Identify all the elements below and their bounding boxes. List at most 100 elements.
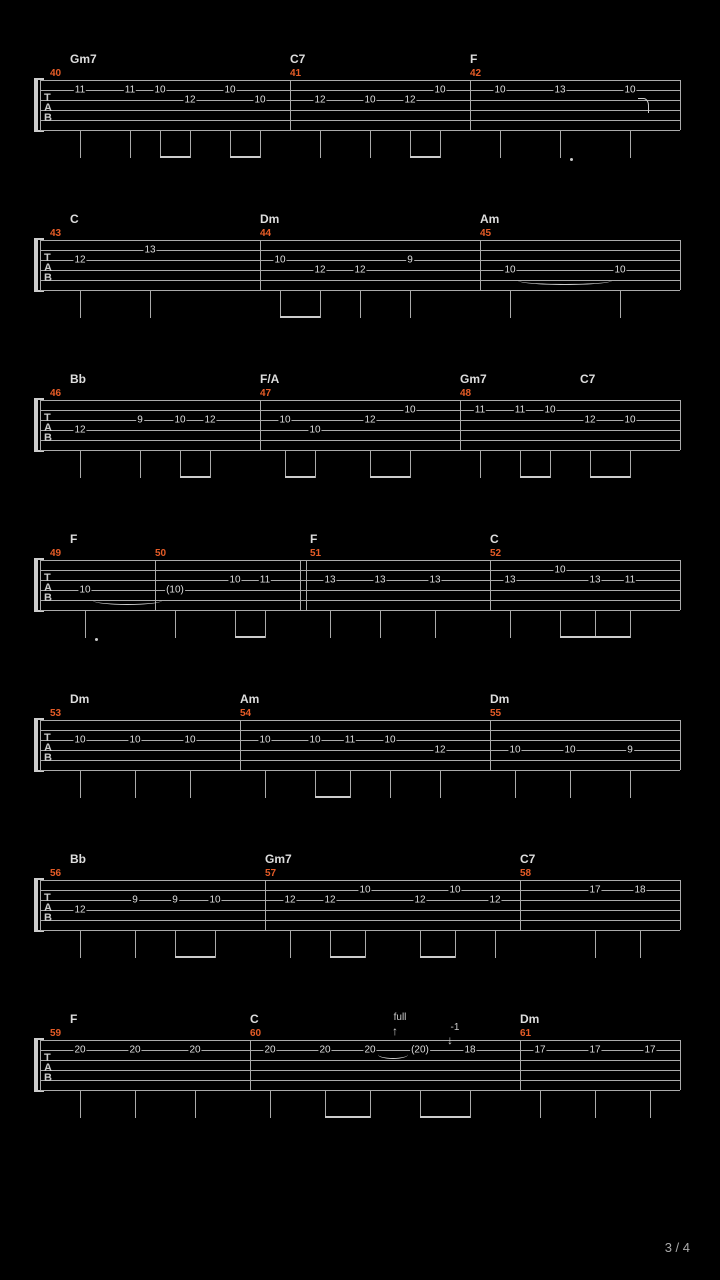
bar-number: 56 (50, 868, 61, 879)
tab-clef-letter: B (44, 432, 52, 444)
fret-number: 12 (363, 415, 376, 426)
fret-number: 17 (588, 1045, 601, 1056)
bar-number: 40 (50, 68, 61, 79)
fret-number: 10 (508, 745, 521, 756)
fret-number: 10 (273, 255, 286, 266)
fret-number: 9 (406, 255, 414, 266)
fret-number: 18 (463, 1045, 476, 1056)
fret-number: 11 (624, 575, 636, 586)
bar-number: 55 (490, 708, 501, 719)
fret-number: 11 (514, 405, 526, 416)
chord-label: Dm (70, 692, 89, 706)
bar-number: 51 (310, 548, 321, 559)
fret-number: 18 (633, 885, 646, 896)
fret-number: 10 (553, 565, 566, 576)
chord-label: C7 (290, 52, 305, 66)
tab-system: TABCDmAm434445121310121291010 (40, 240, 680, 300)
fret-number: 12 (203, 415, 216, 426)
fret-number: 10 (623, 415, 636, 426)
tab-clef-letter: B (44, 752, 52, 764)
fret-number: 10 (73, 735, 86, 746)
tab-system: TABFCDm596061full-1↑↓202020202020(20)181… (40, 1040, 680, 1100)
chord-label: Dm (260, 212, 279, 226)
fret-number: 11 (74, 85, 86, 96)
fret-number: 10 (563, 745, 576, 756)
chord-label: F (70, 1012, 77, 1026)
fret-number: 10 (223, 85, 236, 96)
tab-system: TABDmAmDm535455101010101011101210109 (40, 720, 680, 780)
fret-number: 10 (308, 425, 321, 436)
fret-number: (10) (165, 585, 185, 596)
fret-number: 12 (283, 895, 296, 906)
bar-number: 57 (265, 868, 276, 879)
chord-label: C7 (520, 852, 535, 866)
fret-number: 11 (124, 85, 136, 96)
tab-clef-letter: B (44, 1072, 52, 1084)
bar-number: 58 (520, 868, 531, 879)
fret-number: 10 (258, 735, 271, 746)
fret-number: 9 (171, 895, 179, 906)
fret-number: 10 (613, 265, 626, 276)
chord-label: Dm (490, 692, 509, 706)
tab-clef-letter: B (44, 592, 52, 604)
tab-clef-letter: B (44, 912, 52, 924)
chord-label: Bb (70, 852, 86, 866)
fret-number: 12 (313, 95, 326, 106)
chord-label: Dm (520, 1012, 539, 1026)
fret-number: 20 (263, 1045, 276, 1056)
chord-label: Am (240, 692, 259, 706)
fret-number: 12 (353, 265, 366, 276)
fret-number: 12 (413, 895, 426, 906)
fret-number: (20) (410, 1045, 430, 1056)
fret-number: 12 (583, 415, 596, 426)
fret-number: 10 (358, 885, 371, 896)
fret-number: 12 (73, 425, 86, 436)
bar-number: 50 (155, 548, 166, 559)
fret-number: 13 (323, 575, 336, 586)
bar-number: 49 (50, 548, 61, 559)
bar-number: 47 (260, 388, 271, 399)
fret-number: 20 (73, 1045, 86, 1056)
fret-number: 20 (188, 1045, 201, 1056)
fret-number: 12 (323, 895, 336, 906)
bar-number: 60 (250, 1028, 261, 1039)
bar-number: 48 (460, 388, 471, 399)
fret-number: 10 (208, 895, 221, 906)
chord-label: C (490, 532, 499, 546)
bar-number: 53 (50, 708, 61, 719)
bar-number: 52 (490, 548, 501, 559)
fret-number: 10 (183, 735, 196, 746)
fret-number: 12 (313, 265, 326, 276)
chord-label: F (70, 532, 77, 546)
fret-number: 9 (136, 415, 144, 426)
bar-number: 61 (520, 1028, 531, 1039)
bar-number: 54 (240, 708, 251, 719)
fret-number: 9 (131, 895, 139, 906)
fret-number: 12 (488, 895, 501, 906)
fret-number: 12 (433, 745, 446, 756)
bar-number: 41 (290, 68, 301, 79)
fret-number: 10 (493, 85, 506, 96)
chord-label: F/A (260, 372, 279, 386)
fret-number: 10 (228, 575, 241, 586)
fret-number: 11 (474, 405, 486, 416)
chord-label: C7 (580, 372, 595, 386)
fret-number: 20 (363, 1045, 376, 1056)
fret-number: 10 (253, 95, 266, 106)
bar-number: 45 (480, 228, 491, 239)
fret-number: 13 (428, 575, 441, 586)
page-number: 3 / 4 (665, 1240, 690, 1255)
fret-number: 10 (383, 735, 396, 746)
chord-label: F (310, 532, 317, 546)
fret-number: 13 (553, 85, 566, 96)
chord-label: Gm7 (265, 852, 292, 866)
fret-number: 17 (533, 1045, 546, 1056)
bar-number: 44 (260, 228, 271, 239)
fret-number: 13 (588, 575, 601, 586)
chord-label: C (70, 212, 79, 226)
fret-number: 10 (308, 735, 321, 746)
fret-number: 10 (153, 85, 166, 96)
bar-number: 59 (50, 1028, 61, 1039)
fret-number: 10 (278, 415, 291, 426)
tab-system: TABFFC4950515210(10)101113131313101311 (40, 560, 680, 620)
